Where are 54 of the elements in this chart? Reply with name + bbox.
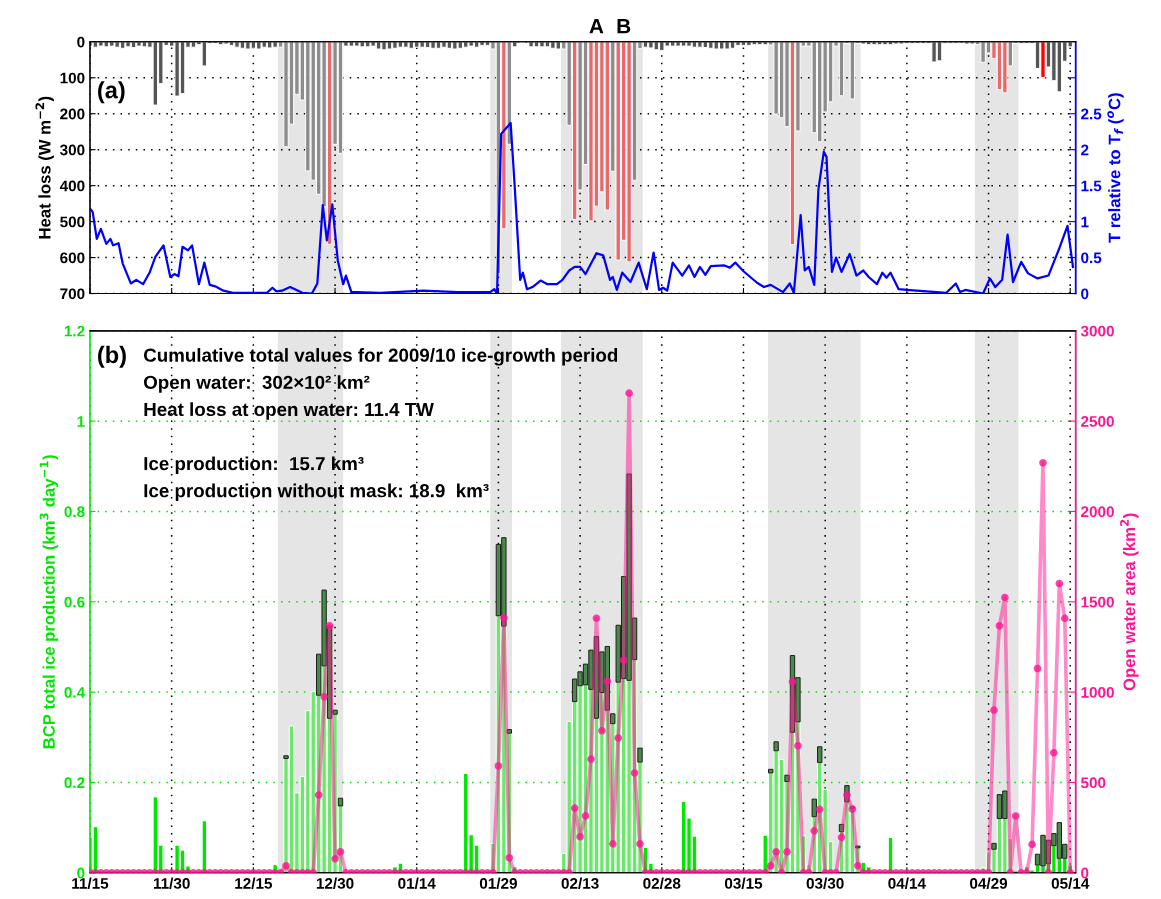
y2-tick-label: 3000 <box>1080 325 1114 337</box>
y2-tick-label: 0 <box>1081 867 1089 879</box>
y2-tick-label: 0.5 <box>1081 252 1102 264</box>
x-tick-label: 02/13 <box>561 877 599 889</box>
x-tick-label: 03/15 <box>724 877 763 889</box>
x-tick-label: 11/30 <box>153 877 190 889</box>
y2-tick-label: 1 <box>1081 216 1089 228</box>
y2-tick-label: 1500 <box>1081 596 1114 608</box>
annotation: (a) <box>98 81 125 104</box>
y-tick-label: 0 <box>77 867 85 879</box>
y-tick-label: 600 <box>60 252 85 264</box>
y2-tick-label: 1.5 <box>1081 180 1102 192</box>
annotation: (b) <box>98 345 126 368</box>
x-tick-label: 05/14 <box>1051 877 1090 889</box>
annotation: Ice production: 15.7 km³ <box>144 456 364 474</box>
y-tick-label: 300 <box>59 144 85 156</box>
y2-tick-label: 2500 <box>1081 416 1114 427</box>
y2-tick-label: 2 <box>1081 144 1089 156</box>
y2-axis-title: Open water area (km$^{2}$) <box>1120 513 1139 691</box>
annotation: B <box>617 18 631 34</box>
y-axis-title: Heat loss (W m$^{−2}$) <box>35 96 54 239</box>
y-tick-label: 0.6 <box>64 596 85 608</box>
y2-tick-label: 2000 <box>1081 506 1114 518</box>
y2-tick-label: 0 <box>1081 288 1089 300</box>
y-tick-label: 0 <box>77 36 85 48</box>
y-tick-label: 400 <box>59 180 85 192</box>
annotation: A <box>589 18 604 34</box>
y-tick-label: 0.4 <box>64 686 86 698</box>
x-tick-label: 03/30 <box>806 877 844 889</box>
y2-tick-label: 500 <box>1081 777 1106 789</box>
y-tick-label: 700 <box>60 288 85 300</box>
y-tick-label: 100 <box>60 72 85 84</box>
y2-tick-label: 2.5 <box>1081 108 1102 120</box>
x-tick-label: 11/15 <box>72 877 109 889</box>
annotation: Open water: 302×10² km² <box>143 375 370 393</box>
annotation: Cumulative total values for 2009/10 ice-growth period <box>143 348 618 366</box>
y-tick-label: 500 <box>60 216 85 228</box>
x-tick-label: 04/14 <box>888 877 926 889</box>
y2-axis-title: T relative to T$_{f}$ ($^{o}$C) <box>1107 93 1124 243</box>
y-tick-label: 0.2 <box>64 777 85 789</box>
y-axis-title: BCP total ice production (km$^{3}$ day$^{−1}$) <box>39 455 59 749</box>
x-tick-label: 12/30 <box>316 877 354 889</box>
x-tick-label: 12/15 <box>235 877 273 889</box>
x-tick-label: 01/14 <box>398 877 436 889</box>
y-tick-label: 0.8 <box>64 506 85 518</box>
y2-tick-label: 1000 <box>1081 686 1114 698</box>
annotation: Heat loss at open water: 11.4 TW <box>144 402 434 420</box>
x-tick-label: 01/29 <box>479 877 517 889</box>
y-tick-label: 1.2 <box>64 325 85 337</box>
y-tick-label: 1 <box>77 416 85 427</box>
x-tick-label: 04/29 <box>970 877 1008 889</box>
x-tick-label: 02/28 <box>643 877 681 889</box>
annotation: Ice production without mask: 18.9 km³ <box>144 483 489 502</box>
y-tick-label: 200 <box>60 108 85 120</box>
